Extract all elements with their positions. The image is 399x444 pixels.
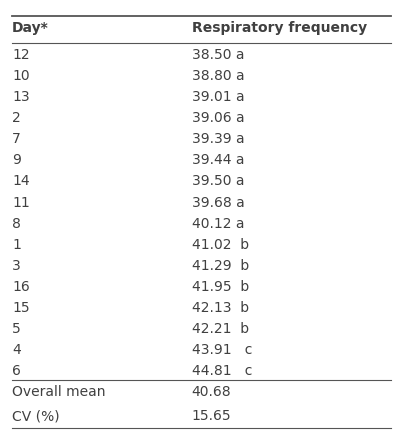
Text: 38.80 a: 38.80 a <box>192 69 244 83</box>
Text: CV (%): CV (%) <box>12 409 59 423</box>
Text: 6: 6 <box>12 364 21 378</box>
Text: 5: 5 <box>12 322 21 336</box>
Text: 12: 12 <box>12 48 30 62</box>
Text: 39.50 a: 39.50 a <box>192 174 244 188</box>
Text: 39.39 a: 39.39 a <box>192 132 244 147</box>
Text: 15: 15 <box>12 301 30 315</box>
Text: Day*: Day* <box>12 21 49 35</box>
Text: 42.13  b: 42.13 b <box>192 301 249 315</box>
Text: 1: 1 <box>12 238 21 252</box>
Text: 40.68: 40.68 <box>192 385 231 399</box>
Text: Overall mean: Overall mean <box>12 385 105 399</box>
Text: 41.29  b: 41.29 b <box>192 258 249 273</box>
Text: 40.12 a: 40.12 a <box>192 217 244 230</box>
Text: 15.65: 15.65 <box>192 409 231 423</box>
Text: 8: 8 <box>12 217 21 230</box>
Text: 41.02  b: 41.02 b <box>192 238 249 252</box>
Text: 10: 10 <box>12 69 30 83</box>
Text: 14: 14 <box>12 174 30 188</box>
Text: 2: 2 <box>12 111 21 125</box>
Text: 41.95  b: 41.95 b <box>192 280 249 293</box>
Text: 11: 11 <box>12 195 30 210</box>
Text: 38.50 a: 38.50 a <box>192 48 244 62</box>
Text: 39.01 a: 39.01 a <box>192 90 244 104</box>
Text: 3: 3 <box>12 258 21 273</box>
Text: 9: 9 <box>12 154 21 167</box>
Text: 13: 13 <box>12 90 30 104</box>
Text: Respiratory frequency: Respiratory frequency <box>192 21 367 35</box>
Text: 44.81   c: 44.81 c <box>192 364 252 378</box>
Text: 16: 16 <box>12 280 30 293</box>
Text: 43.91   c: 43.91 c <box>192 343 252 357</box>
Text: 39.44 a: 39.44 a <box>192 154 244 167</box>
Text: 4: 4 <box>12 343 21 357</box>
Text: 42.21  b: 42.21 b <box>192 322 249 336</box>
Text: 39.68 a: 39.68 a <box>192 195 244 210</box>
Text: 39.06 a: 39.06 a <box>192 111 244 125</box>
Text: 7: 7 <box>12 132 21 147</box>
